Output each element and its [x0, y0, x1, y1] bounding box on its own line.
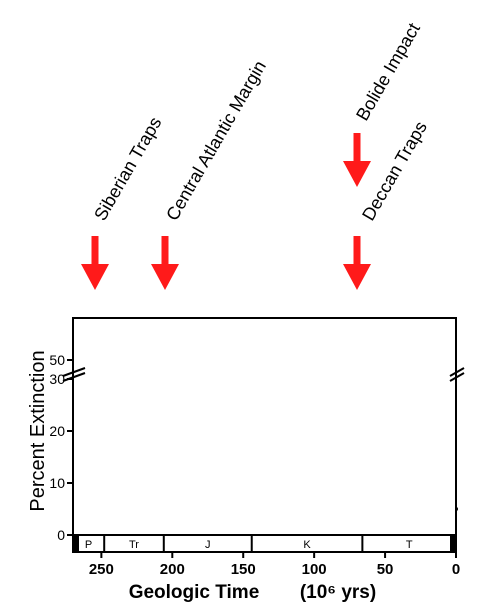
y-tick-label: 20 [49, 423, 65, 439]
axes: P Tr J K T 250 200 150 100 50 0 0 10 20 30 50 [49, 317, 465, 578]
period-band-edge [450, 535, 456, 552]
x-tick-label: 200 [160, 561, 185, 578]
axis-break-left [62, 372, 86, 382]
x-tick-label: 250 [89, 561, 114, 578]
event-label: Bolide Impact [352, 20, 424, 124]
x-axis-unit: (10⁶ yrs) [300, 582, 376, 603]
axis-break-left [62, 367, 86, 377]
y-tick-label: 0 [57, 527, 65, 543]
period-band-edge [73, 535, 79, 552]
plot-frame [72, 317, 457, 536]
period-label: T [406, 539, 413, 551]
x-tick-label: 0 [452, 561, 460, 578]
event-arrow [151, 236, 179, 290]
x-tick-label: 100 [302, 561, 327, 578]
period-label: Tr [129, 539, 139, 551]
event-arrow [81, 236, 109, 290]
y-tick-label: 50 [49, 352, 65, 368]
x-axis-title: Geologic Time [129, 582, 260, 603]
period-label: P [85, 539, 92, 551]
period-label: K [303, 539, 311, 551]
axis-break-right [449, 367, 465, 377]
y-axis-title: Percent Extinction [27, 350, 49, 511]
period-label: J [205, 539, 211, 551]
event-arrow [343, 133, 371, 187]
x-tick-label: 50 [377, 561, 394, 578]
axis-break-right [449, 372, 465, 382]
y-tick-label: 30 [49, 371, 65, 387]
x-tick-label: 150 [231, 561, 256, 578]
event-arrow [343, 236, 371, 290]
event-label: Deccan Traps [358, 118, 431, 224]
y-tick-label: 10 [49, 475, 65, 491]
event-label: Central Atlantic Margin [162, 57, 270, 224]
event-label: Siberian Traps [90, 113, 165, 224]
